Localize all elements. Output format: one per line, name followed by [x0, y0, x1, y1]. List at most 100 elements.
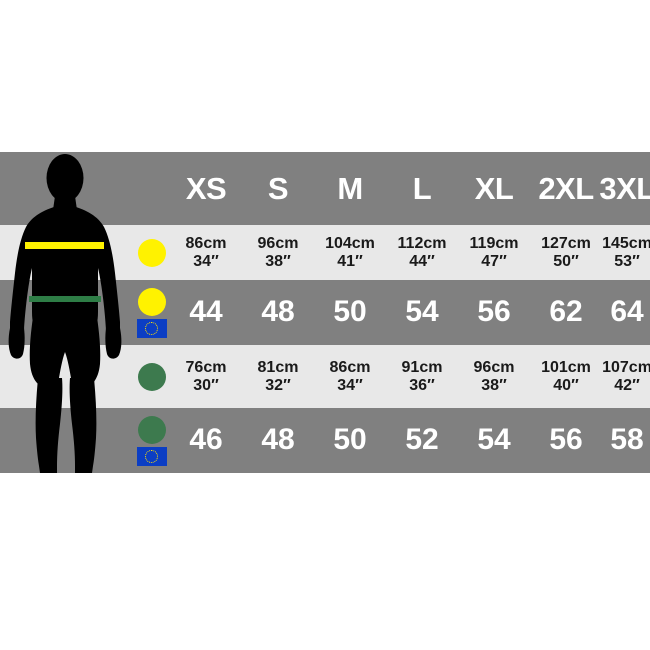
- value-inch: 53″: [614, 252, 640, 270]
- value-eu-size: 44: [189, 295, 223, 329]
- body-figure-column: [0, 152, 131, 473]
- value-cm: 76cm: [185, 359, 227, 377]
- cell-chest-eu-2xl: 62: [532, 280, 600, 345]
- chest-measure-band: [25, 242, 104, 249]
- value-eu-size: 56: [549, 423, 583, 457]
- size-chart-table: XS S M L XL 2XL 3XL 86cm 34″ 96cm 38″: [0, 152, 650, 473]
- cell-waist-cm-m: 86cm 34″: [316, 345, 384, 408]
- value-cm: 145cm: [602, 235, 650, 253]
- value-eu-size: 56: [477, 295, 511, 329]
- cell-waist-eu-l: 52: [388, 408, 456, 473]
- marker-waist-eu: [135, 408, 168, 473]
- value-inch: 50″: [553, 252, 579, 270]
- value-inch: 38″: [265, 252, 291, 270]
- male-body-silhouette-icon: [8, 154, 122, 473]
- value-cm: 96cm: [473, 359, 515, 377]
- value-eu-size: 52: [405, 423, 439, 457]
- cell-chest-cm-xl: 119cm 47″: [460, 225, 528, 280]
- value-cm: 86cm: [185, 235, 227, 253]
- value-eu-size: 50: [333, 295, 367, 329]
- header-cell-3xl: 3XL: [599, 152, 650, 225]
- marker-chest-cm: [135, 225, 168, 280]
- cell-chest-eu-l: 54: [388, 280, 456, 345]
- header-label: L: [412, 170, 432, 206]
- value-cm: 119cm: [469, 235, 519, 253]
- value-eu-size: 48: [261, 295, 295, 329]
- yellow-circle-icon: [137, 238, 166, 267]
- cell-waist-cm-xl: 96cm 38″: [460, 345, 528, 408]
- cell-chest-cm-s: 96cm 38″: [244, 225, 312, 280]
- cell-waist-cm-3xl: 107cm 42″: [602, 345, 650, 408]
- cell-waist-cm-s: 81cm 32″: [244, 345, 312, 408]
- value-inch: 42″: [614, 376, 640, 394]
- value-cm: 91cm: [401, 359, 443, 377]
- value-eu-size: 54: [477, 423, 511, 457]
- value-inch: 30″: [193, 376, 219, 394]
- value-eu-size: 54: [405, 295, 439, 329]
- value-cm: 86cm: [329, 359, 371, 377]
- cell-waist-eu-3xl: 58: [604, 408, 650, 473]
- green-circle-icon: [137, 362, 166, 391]
- marker-waist-cm: [135, 345, 168, 408]
- cell-chest-cm-m: 104cm 41″: [316, 225, 384, 280]
- marker-chest-eu: [135, 280, 168, 345]
- header-label: S: [267, 170, 289, 206]
- header-cell-xl: XL: [460, 152, 528, 225]
- header-cell-m: M: [316, 152, 384, 225]
- cell-chest-cm-3xl: 145cm 53″: [602, 225, 650, 280]
- value-inch: 34″: [193, 252, 219, 270]
- value-cm: 127cm: [541, 235, 591, 253]
- value-inch: 34″: [337, 376, 363, 394]
- value-eu-size: 48: [261, 423, 295, 457]
- header-label: XL: [474, 170, 514, 206]
- cell-waist-cm-l: 91cm 36″: [388, 345, 456, 408]
- cell-chest-cm-2xl: 127cm 50″: [532, 225, 600, 280]
- cell-chest-eu-3xl: 64: [604, 280, 650, 345]
- cell-chest-cm-l: 112cm 44″: [388, 225, 456, 280]
- value-cm: 112cm: [397, 235, 447, 253]
- value-cm: 81cm: [257, 359, 299, 377]
- value-eu-size: 62: [549, 295, 583, 329]
- header-label: 3XL: [599, 170, 650, 206]
- header-cell-s: S: [244, 152, 312, 225]
- header-label: XS: [185, 170, 227, 206]
- cell-waist-eu-xs: 46: [172, 408, 240, 473]
- value-inch: 40″: [553, 376, 579, 394]
- cell-waist-cm-xs: 76cm 30″: [172, 345, 240, 408]
- value-cm: 104cm: [325, 235, 375, 253]
- value-inch: 38″: [481, 376, 507, 394]
- cell-chest-eu-m: 50: [316, 280, 384, 345]
- eu-flag-icon: [136, 446, 167, 466]
- cell-waist-cm-2xl: 101cm 40″: [532, 345, 600, 408]
- green-circle-icon: [137, 415, 166, 444]
- cell-waist-eu-m: 50: [316, 408, 384, 473]
- header-label: 2XL: [538, 170, 594, 206]
- header-cell-xs: XS: [172, 152, 240, 225]
- header-cell-l: L: [388, 152, 456, 225]
- value-inch: 41″: [337, 252, 363, 270]
- yellow-circle-icon: [137, 287, 166, 316]
- cell-waist-eu-s: 48: [244, 408, 312, 473]
- value-cm: 96cm: [257, 235, 299, 253]
- value-inch: 36″: [409, 376, 435, 394]
- cell-chest-cm-xs: 86cm 34″: [172, 225, 240, 280]
- marker-column-header-cell: [135, 152, 168, 225]
- waist-measure-band: [29, 296, 101, 302]
- header-cell-2xl: 2XL: [532, 152, 600, 225]
- cell-waist-eu-xl: 54: [460, 408, 528, 473]
- value-inch: 32″: [265, 376, 291, 394]
- value-eu-size: 50: [333, 423, 367, 457]
- value-cm: 107cm: [602, 359, 650, 377]
- value-cm: 101cm: [541, 359, 591, 377]
- value-eu-size: 64: [610, 295, 644, 329]
- cell-chest-eu-xl: 56: [460, 280, 528, 345]
- cell-chest-eu-xs: 44: [172, 280, 240, 345]
- value-inch: 47″: [481, 252, 507, 270]
- header-label: M: [337, 170, 363, 206]
- value-eu-size: 58: [610, 423, 644, 457]
- value-inch: 44″: [409, 252, 435, 270]
- cell-waist-eu-2xl: 56: [532, 408, 600, 473]
- cell-chest-eu-s: 48: [244, 280, 312, 345]
- eu-flag-icon: [136, 318, 167, 338]
